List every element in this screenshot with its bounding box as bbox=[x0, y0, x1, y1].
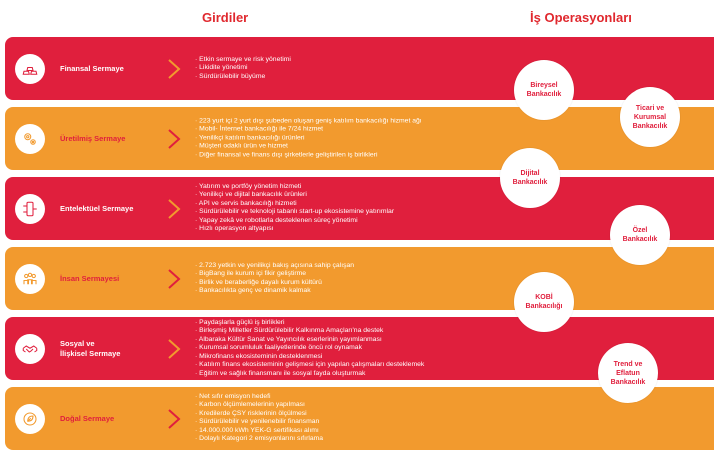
capital-bullets: Paydaşlarla güçlü iş birlikleriBirleşmiş… bbox=[195, 318, 525, 378]
bullet-item: Karbon ölçümlemelerinin yapılması bbox=[195, 401, 525, 410]
gold-bars-icon bbox=[15, 53, 45, 84]
bullet-item: BigBang ile kurum içi fikir geliştirme bbox=[195, 270, 525, 279]
operation-circle: Özel Bankacılık bbox=[610, 205, 670, 265]
operation-circle: Ticari ve Kurumsal Bankacılık bbox=[620, 87, 680, 147]
leaf-globe-icon bbox=[15, 403, 45, 434]
bullet-item: API ve servis bankacılığı hizmeti bbox=[195, 200, 525, 209]
capital-row: Finansal Sermaye Etkin sermaye ve risk yö… bbox=[5, 37, 714, 100]
operation-circle: KOBİ Bankacılığı bbox=[514, 272, 574, 332]
mobile-network-icon bbox=[15, 193, 45, 224]
bullet-item: Sürdürülebilir büyüme bbox=[195, 73, 525, 82]
bullet-item: Birleşmiş Milletler Sürdürülebilir Kalkı… bbox=[195, 327, 525, 336]
chevron-right-icon bbox=[165, 268, 183, 290]
capital-row: Entelektüel Sermaye Yatırım ve portföy yö… bbox=[5, 177, 714, 240]
capital-row: Sosyal ve İlişkisel Sermaye Paydaşlarla g… bbox=[5, 317, 714, 380]
capital-row: İnsan Sermayesi 2.723 yetkin ve yenilikçi… bbox=[5, 247, 714, 310]
chevron-right-icon bbox=[165, 58, 183, 80]
bullet-item: Eğitim ve sağlık finansmanı ile sosyal f… bbox=[195, 370, 525, 379]
bullet-item: Müşteri odaklı ürün ve hizmet bbox=[195, 143, 525, 152]
capital-title: Sosyal ve İlişkisel Sermaye bbox=[60, 338, 121, 358]
chevron-right-icon bbox=[165, 198, 183, 220]
bullet-item: Yenilikçi katılım bankacılığı ürünleri bbox=[195, 134, 525, 143]
bullet-item: Mikrofinans ekosisteminin desteklenmesi bbox=[195, 353, 525, 362]
handshake-icon bbox=[15, 333, 45, 364]
bullet-item: Hızlı operasyon altyapısı bbox=[195, 226, 525, 235]
bullet-item: Kurumsal sorumluluk faaliyetlerinde öncü… bbox=[195, 344, 525, 353]
capital-bullets: Etkin sermaye ve risk yönetimiLikidite y… bbox=[195, 56, 525, 82]
people-icon bbox=[15, 263, 45, 294]
bullet-item: Albaraka Kültür Sanat ve Yayıncılık eser… bbox=[195, 336, 525, 345]
bullet-item: Yenilikçi ve dijital bankacılık ürünleri bbox=[195, 191, 525, 200]
bullet-item: Sürdürülebilir ve yenilenebilir finansma… bbox=[195, 419, 525, 428]
operation-circle: Trend ve Eflatun Bankacılık bbox=[598, 343, 658, 403]
bullet-item: Birlik ve beraberliğe dayalı kurum kültü… bbox=[195, 279, 525, 288]
capital-bullets: 2.723 yetkin ve yenilikçi bakış açısına … bbox=[195, 261, 525, 295]
capital-title: İnsan Sermayesi bbox=[60, 273, 120, 283]
capital-bullets: Net sıfır emisyon hedefiKarbon ölçümleme… bbox=[195, 393, 525, 445]
bullet-item: Mobil- İnternet bankacılığı ile 7/24 hiz… bbox=[195, 126, 525, 135]
bullet-item: Yapay zekâ ve robotlarla desteklenen sür… bbox=[195, 217, 525, 226]
bullet-item: Bankacılıkta genç ve dinamik kalmak bbox=[195, 287, 525, 296]
bullet-item: Yatırım ve portföy yönetim hizmeti bbox=[195, 183, 525, 192]
bullet-item: Katılım finans ekosisteminin gelişmesi i… bbox=[195, 361, 525, 370]
bullet-item: 14.000.000 kWh YEK-G sertifikası alımı bbox=[195, 427, 525, 436]
capital-bullets: 223 yurt içi 2 yurt dışı şubeden oluşan … bbox=[195, 117, 525, 160]
capital-title: Doğal Sermaye bbox=[60, 413, 115, 423]
bullet-item: Kredilerde ÇSY risklerinin ölçülmesi bbox=[195, 410, 525, 419]
bullet-item: Paydaşlarla güçlü iş birlikleri bbox=[195, 318, 525, 327]
bullet-item: Likidite yönetimi bbox=[195, 64, 525, 73]
bullet-item: Net sıfır emisyon hedefi bbox=[195, 393, 525, 402]
capital-title: Üretilmiş Sermaye bbox=[60, 133, 126, 143]
bullet-item: 2.723 yetkin ve yenilikçi bakış açısına … bbox=[195, 261, 525, 270]
chevron-right-icon bbox=[165, 408, 183, 430]
bullet-item: Etkin sermaye ve risk yönetimi bbox=[195, 56, 525, 65]
capital-title: Entelektüel Sermaye bbox=[60, 203, 134, 213]
capital-row: Üretilmiş Sermaye 223 yurt içi 2 yurt dış… bbox=[5, 107, 714, 170]
bullet-item: Dolaylı Kategori 2 emisyonlarını sıfırla… bbox=[195, 436, 525, 445]
capital-bullets: Yatırım ve portföy yönetim hizmetiYenili… bbox=[195, 183, 525, 235]
operation-circle: Dijital Bankacılık bbox=[500, 148, 560, 208]
bullet-item: 223 yurt içi 2 yurt dışı şubeden oluşan … bbox=[195, 117, 525, 126]
capital-row: Doğal Sermaye Net sıfır emisyon hedefiKar… bbox=[5, 387, 714, 450]
chevron-right-icon bbox=[165, 338, 183, 360]
gears-icon bbox=[15, 123, 45, 154]
bullet-item: Sürdürülebilir ve teknoloji tabanlı star… bbox=[195, 209, 525, 218]
chevron-right-icon bbox=[165, 128, 183, 150]
bullet-item: Diğer finansal ve finans dışı şirketlerl… bbox=[195, 151, 525, 160]
operations-header: İş Operasyonları bbox=[530, 10, 632, 25]
operation-circle: Bireysel Bankacılık bbox=[514, 60, 574, 120]
inputs-header: Girdiler bbox=[202, 10, 249, 25]
capital-title: Finansal Sermaye bbox=[60, 63, 124, 73]
